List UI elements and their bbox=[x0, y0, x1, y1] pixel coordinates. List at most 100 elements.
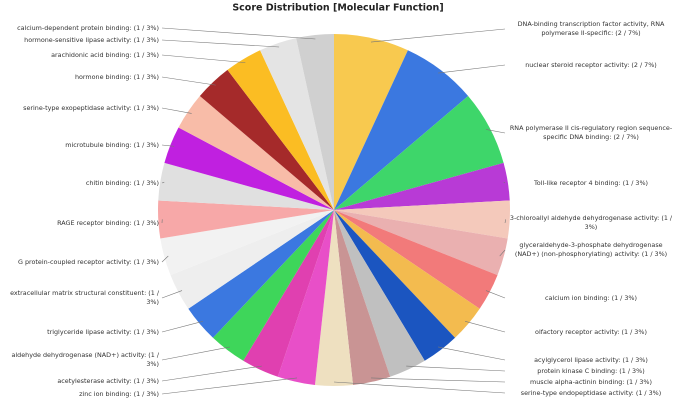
value-label: (1 / 3%) bbox=[619, 366, 645, 375]
leader-line bbox=[406, 365, 506, 372]
slice-label-text: muscle alpha-actinin binding: (1 / 3%) bbox=[530, 377, 652, 386]
category-label: serine-type endopeptidase activity bbox=[520, 388, 632, 397]
leader-line bbox=[485, 290, 506, 299]
slice-label-text: nuclear steroid receptor activity: (2 / … bbox=[525, 60, 657, 69]
slice-label-box: hormone-sensitive lipase activity: (1 / … bbox=[0, 25, 159, 55]
pie-slice bbox=[243, 210, 334, 377]
slice-label: acylglycerol lipase activity: (1 / 3%) bbox=[534, 355, 648, 364]
pie-slice bbox=[334, 200, 510, 239]
pie-slice bbox=[158, 162, 334, 210]
slice-label-box: nuclear steroid receptor activity: (2 / … bbox=[508, 50, 674, 80]
slice-label-box: calcium ion binding: (1 / 3%) bbox=[508, 283, 674, 313]
leader-line bbox=[161, 27, 316, 40]
slice-label-box: olfactory receptor activity: (1 / 3%) bbox=[508, 317, 674, 347]
value-label: (2 / 7%) bbox=[615, 29, 641, 37]
value-label: (1 / 3%) bbox=[133, 218, 159, 227]
category-label: serine-type exopeptidase activity bbox=[23, 103, 130, 112]
value-label: (1 / 3%) bbox=[133, 389, 159, 398]
value-label: (1 / 3%) bbox=[133, 23, 159, 32]
value-label: (1 / 3%) bbox=[133, 257, 159, 266]
value-label: (1 / 3%) bbox=[626, 377, 652, 386]
slice-label-text: RAGE receptor binding: (1 / 3%) bbox=[57, 218, 159, 227]
pie-slice bbox=[170, 210, 334, 309]
slice-label: microtubule binding: (1 / 3%) bbox=[0, 130, 159, 160]
pie-slice bbox=[334, 210, 480, 338]
slice-label-box: Toll-like receptor 4 binding: (1 / 3%) bbox=[508, 168, 674, 198]
slice-label: calcium-dependent protein binding: (1 / … bbox=[0, 13, 159, 43]
slice-label: extracellular matrix structural constitu… bbox=[10, 289, 159, 306]
slice-label: serine-type endopeptidase activity: (1 /… bbox=[520, 388, 662, 397]
slice-label-text: glyceraldehyde-3-phosphate dehydrogenase… bbox=[514, 241, 668, 258]
slice-label-text: acylglycerol lipase activity: (1 / 3%) bbox=[534, 355, 648, 364]
slice-label-text: triglyceride lipase activity: (1 / 3%) bbox=[47, 327, 159, 336]
slice-label: hormone-sensitive lipase activity: (1 / … bbox=[0, 25, 159, 55]
leader-line bbox=[161, 377, 298, 395]
category-label: glyceraldehyde-3-phosphate dehydrogenase… bbox=[514, 241, 663, 258]
pie-slice bbox=[334, 210, 508, 276]
slice-label-box: protein kinase C binding: (1 / 3%) bbox=[508, 356, 674, 386]
value-label: (1 / 3%) bbox=[133, 103, 159, 112]
slice-label-text: 3-chloroallyl aldehyde dehydrogenase act… bbox=[509, 214, 673, 231]
value-label: (1 / 3%) bbox=[584, 214, 673, 231]
slice-label-text: arachidonic acid binding: (1 / 3%) bbox=[51, 50, 159, 59]
value-label: (1 / 3%) bbox=[611, 293, 637, 302]
leader-line bbox=[161, 76, 216, 86]
slice-label: protein kinase C binding: (1 / 3%) bbox=[508, 356, 674, 386]
leader-line bbox=[161, 321, 203, 333]
leader-line bbox=[333, 381, 506, 394]
slice-label: RAGE receptor binding: (1 / 3%) bbox=[57, 218, 159, 227]
slice-label-text: RNA polymerase II cis-regulatory region … bbox=[509, 124, 673, 141]
pie-slice bbox=[260, 38, 334, 211]
pie-slice bbox=[334, 96, 504, 210]
category-label: Toll-like receptor 4 binding bbox=[533, 178, 619, 187]
slice-label-text: serine-type endopeptidase activity: (1 /… bbox=[520, 388, 662, 397]
slice-label-text: acetylesterase activity: (1 / 3%) bbox=[57, 376, 159, 385]
leader-line bbox=[161, 255, 169, 263]
category-label: protein kinase C binding bbox=[537, 366, 616, 375]
category-label: 3-chloroallyl aldehyde dehydrogenase act… bbox=[509, 214, 658, 223]
category-label: aldehyde dehydrogenase (NAD+) activity bbox=[11, 351, 145, 360]
value-label: (1 / 3%) bbox=[146, 289, 159, 306]
pie-slice bbox=[334, 210, 498, 309]
slice-label-text: DNA-binding transcription factor activit… bbox=[517, 20, 665, 37]
leader-line bbox=[504, 219, 507, 224]
leader-line bbox=[161, 39, 280, 48]
pie-slice bbox=[314, 210, 354, 387]
value-label: (2 / 7%) bbox=[613, 133, 639, 141]
slice-label: serine-type exopeptidase activity: (1 / … bbox=[23, 103, 159, 112]
slice-label: triglyceride lipase activity: (1 / 3%) bbox=[47, 327, 159, 336]
slice-label-text: hormone binding: (1 / 3%) bbox=[74, 72, 159, 81]
slice-label-text: calcium ion binding: (1 / 3%) bbox=[545, 293, 637, 302]
slice-label-box: calcium-dependent protein binding: (1 / … bbox=[0, 13, 159, 43]
slice-label-box: RNA polymerase II cis-regulatory region … bbox=[508, 118, 674, 148]
slice-label: nuclear steroid receptor activity: (2 / … bbox=[508, 50, 674, 80]
slice-label: DNA-binding transcription factor activit… bbox=[517, 20, 665, 37]
category-label: microtubule binding bbox=[65, 140, 130, 149]
slice-label-box: muscle alpha-actinin binding: (1 / 3%) bbox=[508, 367, 674, 397]
leader-line bbox=[438, 64, 506, 74]
value-label: (1 / 3%) bbox=[133, 178, 159, 187]
pie-slice bbox=[158, 200, 334, 239]
pie-slice bbox=[334, 210, 425, 377]
slice-label-box: acetylesterase activity: (1 / 3%) bbox=[0, 366, 159, 396]
slice-label-box: microtubule binding: (1 / 3%) bbox=[0, 130, 159, 160]
slice-label: 3-chloroallyl aldehyde dehydrogenase act… bbox=[508, 208, 674, 238]
value-label: (1 / 3%) bbox=[622, 355, 648, 364]
slice-label-text: G protein-coupled receptor activity: (1 … bbox=[17, 257, 159, 266]
slice-label-box: 3-chloroallyl aldehyde dehydrogenase act… bbox=[508, 208, 674, 238]
slice-label-text: aldehyde dehydrogenase (NAD+) activity: … bbox=[11, 351, 159, 368]
pie-slice bbox=[178, 96, 334, 210]
category-label: arachidonic acid binding bbox=[51, 50, 130, 59]
slice-label-text: microtubule binding: (1 / 3%) bbox=[65, 140, 159, 149]
slice-label-text: protein kinase C binding: (1 / 3%) bbox=[537, 366, 645, 375]
category-label: RNA polymerase II cis-regulatory region … bbox=[509, 124, 673, 141]
slice-label: hormone binding: (1 / 3%) bbox=[74, 72, 159, 81]
category-label: acylglycerol lipase activity bbox=[534, 355, 619, 364]
slice-label: aldehyde dehydrogenase (NAD+) activity: … bbox=[11, 351, 159, 368]
leader-line bbox=[503, 181, 506, 184]
leader-line bbox=[161, 290, 183, 299]
category-label: olfactory receptor activity bbox=[535, 327, 618, 336]
category-label: muscle alpha-actinin binding bbox=[530, 377, 623, 386]
slice-label: RNA polymerase II cis-regulatory region … bbox=[508, 118, 674, 148]
pie-slice bbox=[212, 210, 334, 361]
